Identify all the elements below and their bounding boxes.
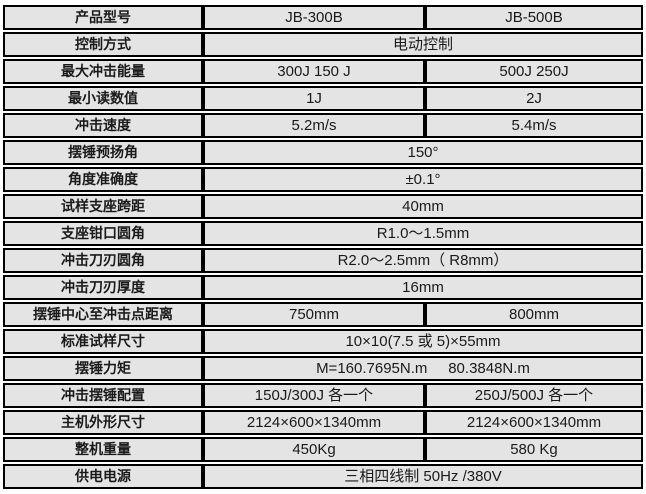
- spec-table: 产品型号 JB-300B JB-500B 控制方式 电动控制 最大冲击能量 30…: [3, 3, 643, 491]
- spec-label: 供电电源: [3, 464, 203, 489]
- spec-label: 冲击摆锤配置: [3, 383, 203, 408]
- table-row: 最大冲击能量 300J 150 J 500J 250J: [3, 59, 643, 84]
- spec-label: 冲击速度: [3, 113, 203, 138]
- table-row: 供电电源 三相四线制 50Hz /380V: [3, 464, 643, 489]
- spec-value-model-2: 2J: [425, 86, 643, 111]
- spec-label: 摆锤中心至冲击点距离: [3, 302, 203, 327]
- spec-value-shared: 三相四线制 50Hz /380V: [203, 464, 643, 489]
- spec-value-model-2: 580 Kg: [425, 437, 643, 462]
- spec-label: 主机外形尺寸: [3, 410, 203, 435]
- table-row: 主机外形尺寸 2124×600×1340mm 2124×600×1340mm: [3, 410, 643, 435]
- spec-value-model-2: JB-500B: [425, 5, 643, 30]
- table-row: 整机重量 450Kg 580 Kg: [3, 437, 643, 462]
- table-row: 角度准确度 ±0.1°: [3, 167, 643, 192]
- spec-label: 试样支座跨距: [3, 194, 203, 219]
- spec-value-shared: ±0.1°: [203, 167, 643, 192]
- spec-label: 产品型号: [3, 5, 203, 30]
- spec-value-shared: 150°: [203, 140, 643, 165]
- table-row: 冲击刀刃厚度 16mm: [3, 275, 643, 300]
- spec-value-model-1: 2124×600×1340mm: [203, 410, 425, 435]
- spec-label: 冲击刀刃圆角: [3, 248, 203, 273]
- spec-value-shared: R2.0～2.5mm（ R8mm）: [203, 248, 643, 273]
- spec-value-shared: 40mm: [203, 194, 643, 219]
- spec-label: 整机重量: [3, 437, 203, 462]
- spec-value-shared: R1.0～1.5mm: [203, 221, 643, 246]
- spec-label: 冲击刀刃厚度: [3, 275, 203, 300]
- spec-value-model-1: 300J 150 J: [203, 59, 425, 84]
- spec-label: 标准试样尺寸: [3, 329, 203, 354]
- spec-value-model-2: 800mm: [425, 302, 643, 327]
- spec-label: 最小读数值: [3, 86, 203, 111]
- table-row: 支座钳口圆角 R1.0～1.5mm: [3, 221, 643, 246]
- spec-value-shared: 16mm: [203, 275, 643, 300]
- table-row: 冲击速度 5.2m/s 5.4m/s: [3, 113, 643, 138]
- table-row: 控制方式 电动控制: [3, 32, 643, 57]
- spec-value-model-1: 5.2m/s: [203, 113, 425, 138]
- spec-value-model-1: 450Kg: [203, 437, 425, 462]
- spec-label: 摆锤预扬角: [3, 140, 203, 165]
- spec-value-model-2: 500J 250J: [425, 59, 643, 84]
- table-row: 试样支座跨距 40mm: [3, 194, 643, 219]
- spec-label: 摆锤力矩: [3, 356, 203, 381]
- spec-value-model-1: 150J/300J 各一个: [203, 383, 425, 408]
- spec-value-shared: 电动控制: [203, 32, 643, 57]
- spec-label: 角度准确度: [3, 167, 203, 192]
- spec-value-model-2: 5.4m/s: [425, 113, 643, 138]
- spec-label: 支座钳口圆角: [3, 221, 203, 246]
- spec-value-shared: M=160.7695N.m 80.3848N.m: [203, 356, 643, 381]
- spec-value-shared: 10×10(7.5 或 5)×55mm: [203, 329, 643, 354]
- spec-label: 最大冲击能量: [3, 59, 203, 84]
- spec-value-model-2: 2124×600×1340mm: [425, 410, 643, 435]
- table-row: 冲击摆锤配置 150J/300J 各一个 250J/500J 各一个: [3, 383, 643, 408]
- spec-value-model-1: 1J: [203, 86, 425, 111]
- table-row: 摆锤中心至冲击点距离 750mm 800mm: [3, 302, 643, 327]
- spec-value-model-1: 750mm: [203, 302, 425, 327]
- table-row: 冲击刀刃圆角 R2.0～2.5mm（ R8mm）: [3, 248, 643, 273]
- table-row: 标准试样尺寸 10×10(7.5 或 5)×55mm: [3, 329, 643, 354]
- table-row: 摆锤力矩 M=160.7695N.m 80.3848N.m: [3, 356, 643, 381]
- spec-label: 控制方式: [3, 32, 203, 57]
- table-row: 最小读数值 1J 2J: [3, 86, 643, 111]
- spec-value-model-1: JB-300B: [203, 5, 425, 30]
- table-row: 摆锤预扬角 150°: [3, 140, 643, 165]
- spec-value-model-2: 250J/500J 各一个: [425, 383, 643, 408]
- table-row: 产品型号 JB-300B JB-500B: [3, 5, 643, 30]
